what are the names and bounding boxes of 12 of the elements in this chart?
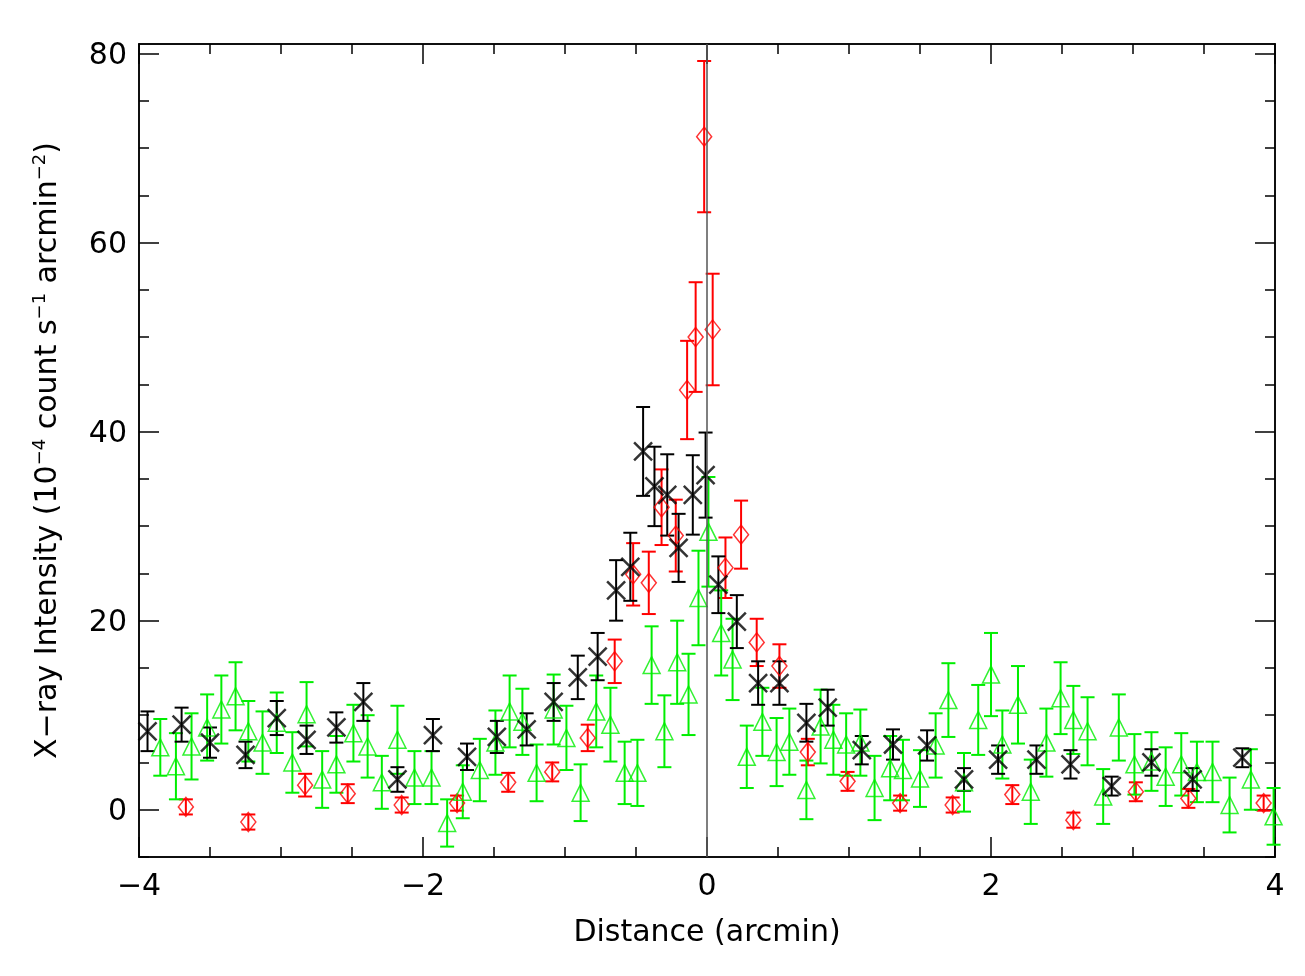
x-tick-label: −2 <box>400 866 446 902</box>
y-tick-label: 40 <box>88 414 127 450</box>
y-tick-label: 60 <box>88 225 127 261</box>
y-tick-label: 80 <box>88 35 127 71</box>
x-axis-title: Distance (arcmin) <box>573 912 841 948</box>
y-axis-title: X−ray Intensity (10−4 count s−1 arcmin−2) <box>27 142 63 759</box>
y-tick-label: 20 <box>88 603 127 639</box>
x-tick-label: 4 <box>1265 866 1285 902</box>
x-tick-label: 0 <box>697 866 717 902</box>
y-tick-label: 0 <box>107 792 127 828</box>
x-tick-label: 2 <box>981 866 1001 902</box>
x-tick-label: −4 <box>116 866 162 902</box>
